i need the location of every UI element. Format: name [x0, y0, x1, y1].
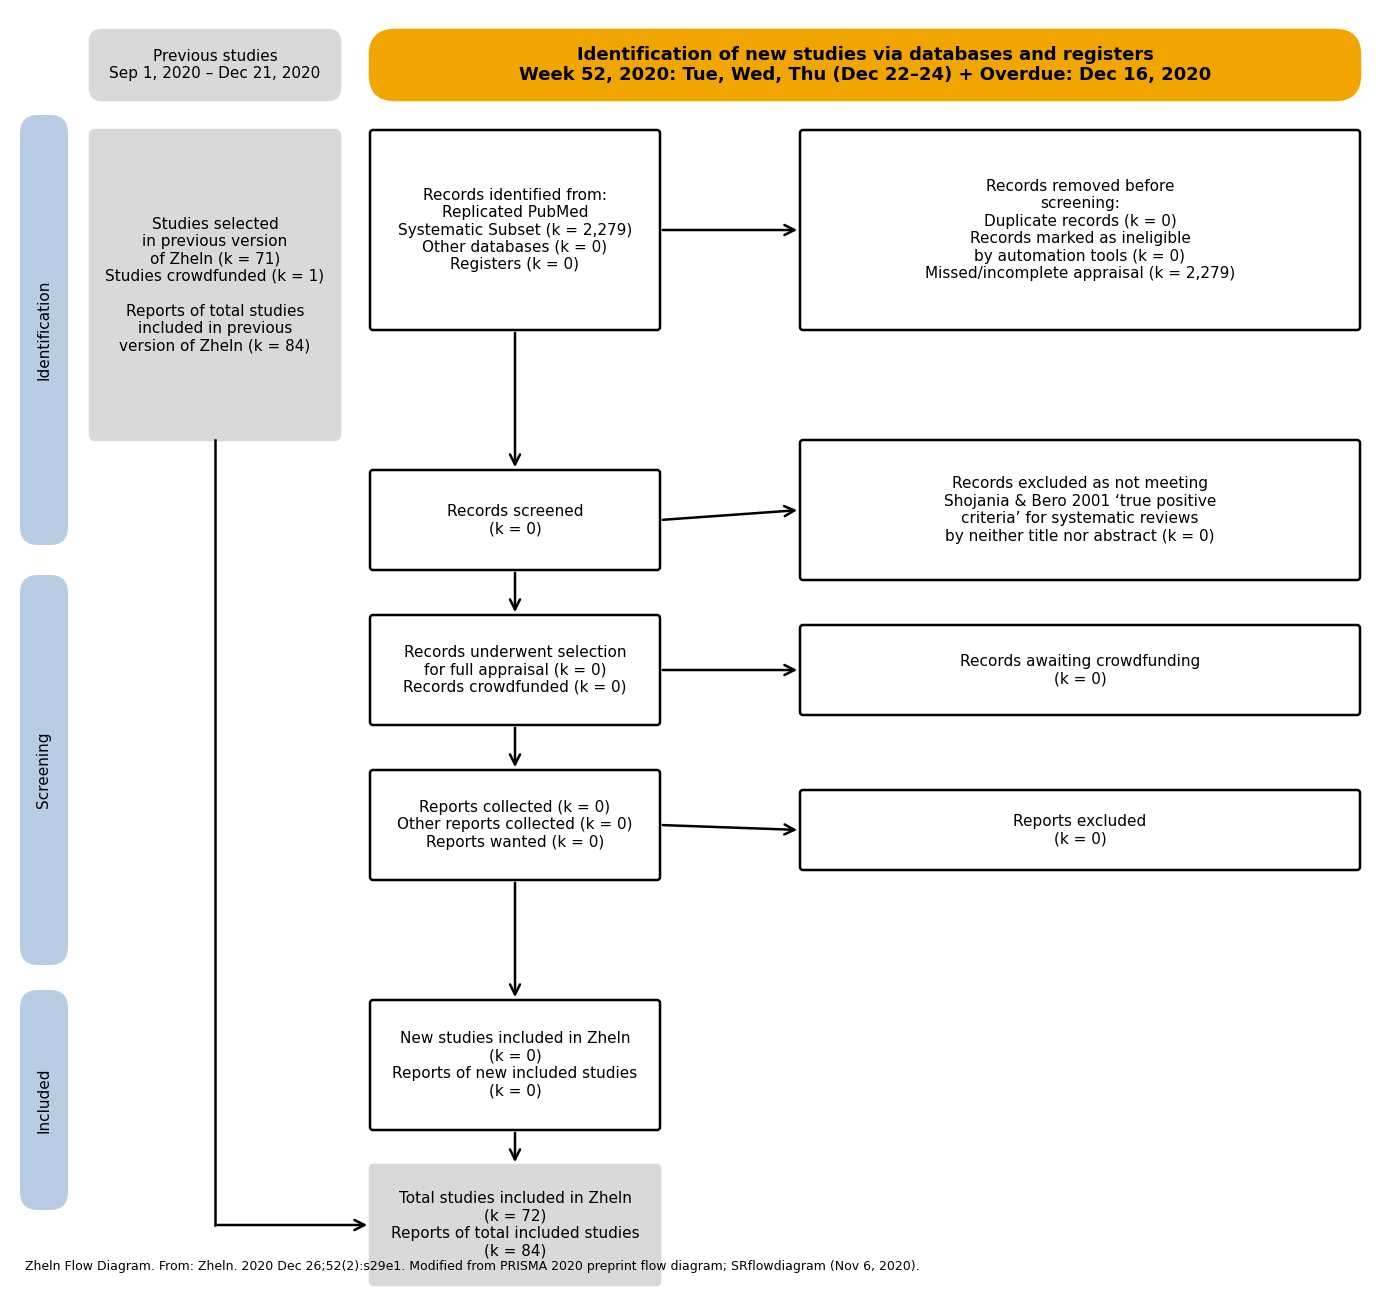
Text: Reports excluded
(k = 0): Reports excluded (k = 0) [1014, 814, 1147, 846]
Text: Included: Included [36, 1067, 52, 1132]
FancyBboxPatch shape [370, 615, 659, 725]
FancyBboxPatch shape [20, 575, 69, 965]
Text: Records screened
(k = 0): Records screened (k = 0) [447, 504, 584, 536]
Text: Reports collected (k = 0)
Other reports collected (k = 0)
Reports wanted (k = 0): Reports collected (k = 0) Other reports … [398, 800, 633, 850]
FancyBboxPatch shape [20, 991, 69, 1210]
FancyBboxPatch shape [20, 114, 69, 545]
Text: New studies included in Zheln
(k = 0)
Reports of new included studies
(k = 0): New studies included in Zheln (k = 0) Re… [392, 1031, 637, 1098]
FancyBboxPatch shape [370, 130, 659, 330]
Text: Identification of new studies via databases and registers
Week 52, 2020: Tue, We: Identification of new studies via databa… [519, 46, 1211, 84]
FancyBboxPatch shape [370, 1000, 659, 1130]
FancyBboxPatch shape [370, 1165, 659, 1284]
Text: Studies selected
in previous version
of Zheln (k = 71)
Studies crowdfunded (k = : Studies selected in previous version of … [105, 217, 325, 354]
Text: Records underwent selection
for full appraisal (k = 0)
Records crowdfunded (k = : Records underwent selection for full app… [403, 645, 627, 696]
Text: Identification: Identification [36, 280, 52, 380]
FancyBboxPatch shape [370, 471, 659, 569]
FancyBboxPatch shape [799, 130, 1359, 330]
FancyBboxPatch shape [90, 130, 340, 439]
Text: Records excluded as not meeting
Shojania & Bero 2001 ‘true positive
criteria’ fo: Records excluded as not meeting Shojania… [944, 476, 1217, 543]
Text: Previous studies
Sep 1, 2020 – Dec 21, 2020: Previous studies Sep 1, 2020 – Dec 21, 2… [109, 49, 321, 81]
Text: Records identified from:
Replicated PubMed
Systematic Subset (k = 2,279)
Other d: Records identified from: Replicated PubM… [398, 187, 633, 272]
FancyBboxPatch shape [799, 439, 1359, 580]
Text: Total studies included in Zheln
(k = 72)
Reports of total included studies
(k = : Total studies included in Zheln (k = 72)… [391, 1191, 640, 1258]
Text: Records removed before
screening:
Duplicate records (k = 0)
Records marked as in: Records removed before screening: Duplic… [925, 179, 1235, 281]
Text: Screening: Screening [36, 732, 52, 809]
FancyBboxPatch shape [799, 625, 1359, 715]
FancyBboxPatch shape [90, 30, 340, 100]
FancyBboxPatch shape [370, 30, 1359, 100]
Text: Zheln Flow Diagram. From: Zheln. 2020 Dec 26;52(2):s29e1. Modified from PRISMA 2: Zheln Flow Diagram. From: Zheln. 2020 De… [25, 1260, 920, 1273]
FancyBboxPatch shape [799, 790, 1359, 870]
Text: Records awaiting crowdfunding
(k = 0): Records awaiting crowdfunding (k = 0) [960, 654, 1200, 686]
FancyBboxPatch shape [370, 770, 659, 880]
